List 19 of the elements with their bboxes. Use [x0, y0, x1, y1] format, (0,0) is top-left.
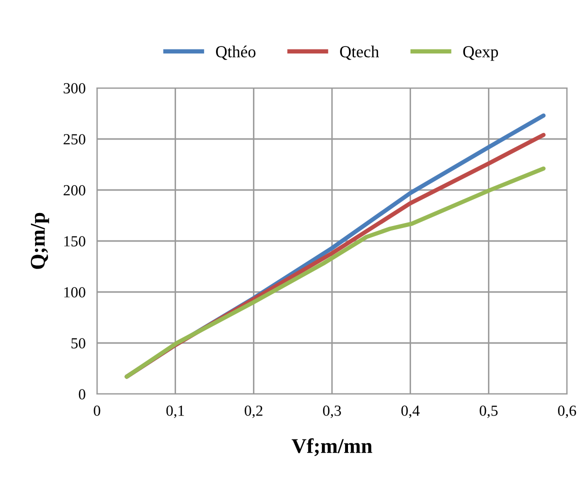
legend-label: Qexp — [463, 46, 498, 61]
x-axis-title: Vf;m/mn — [292, 438, 372, 456]
y-tick-label: 0 — [78, 389, 86, 400]
y-tick-label: 150 — [64, 236, 86, 246]
y-tick-label: 250 — [64, 134, 86, 144]
x-tick-label: 0,5 — [480, 406, 498, 418]
x-tick-label: 0,6 — [558, 406, 576, 418]
legend-label: Qthéo — [216, 46, 256, 60]
y-axis-title: Q;m/p — [30, 212, 50, 269]
y-tick-label: 300 — [64, 83, 86, 94]
x-tick-label: 0 — [94, 406, 100, 416]
y-tick-label: 100 — [64, 287, 86, 298]
legend-label: Qtech — [340, 46, 379, 60]
x-tick-label: 0,2 — [244, 406, 262, 418]
x-tick-label: 0,4 — [401, 406, 420, 418]
x-tick-label: 0,3 — [323, 406, 341, 418]
y-tick-label: 50 — [72, 338, 86, 348]
y-tick-label: 200 — [64, 185, 86, 196]
x-tick-label: 0,1 — [166, 406, 184, 418]
